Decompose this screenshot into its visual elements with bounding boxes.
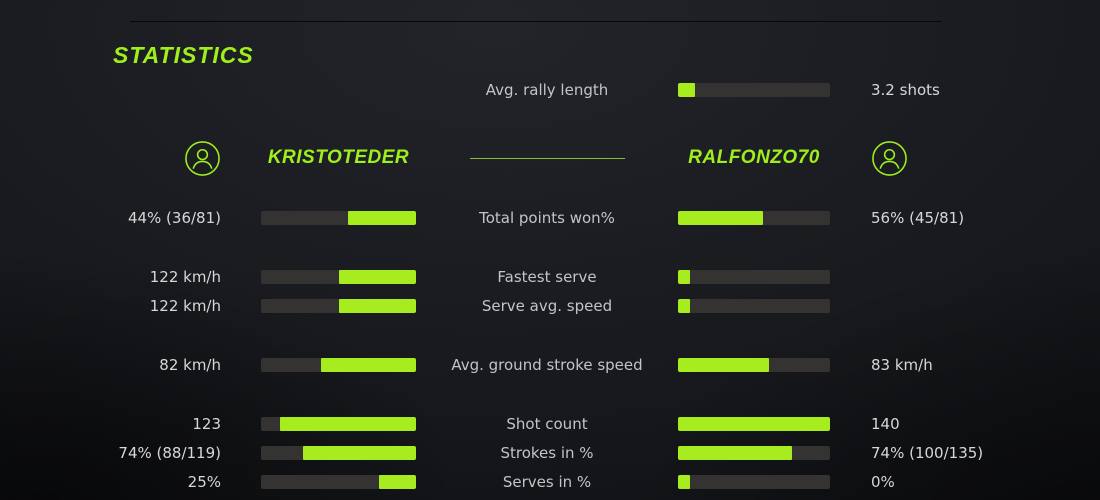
stat-label: Shot count bbox=[506, 414, 588, 433]
rally-length-value: 3.2 shots bbox=[871, 80, 940, 99]
stat-right-bar bbox=[678, 269, 830, 284]
page-title: STATISTICS bbox=[113, 42, 254, 68]
stat-left-value: 122 km/h bbox=[149, 267, 221, 286]
stat-right-value: 0% bbox=[871, 472, 895, 491]
player-left-name: KRISTOTEDER bbox=[267, 147, 410, 168]
stat-label: Strokes in % bbox=[500, 443, 594, 462]
players-divider bbox=[469, 157, 625, 159]
stat-right-value: 56% (45/81) bbox=[871, 208, 965, 227]
rally-length-track bbox=[678, 82, 830, 97]
stat-label: Serve avg. speed bbox=[481, 296, 613, 315]
stat-left-bar bbox=[261, 416, 416, 431]
stat-right-bar bbox=[678, 357, 830, 372]
player-right-name: RALFONZO70 bbox=[688, 147, 820, 168]
stat-left-value: 122 km/h bbox=[149, 296, 221, 315]
stats-list: 44% (36/81) Total points won% 56% (45/81… bbox=[0, 203, 1100, 496]
stat-label: Serves in % bbox=[502, 472, 592, 491]
stat-right-bar bbox=[678, 416, 830, 431]
stat-left-bar bbox=[261, 357, 416, 372]
stat-row-serve-avg-speed: 122 km/h Serve avg. speed bbox=[0, 291, 1100, 320]
player-right-avatar-icon[interactable] bbox=[871, 140, 908, 177]
rally-length-row: Avg. rally length 3.2 shots bbox=[0, 75, 1100, 104]
stat-left-bar bbox=[261, 474, 416, 489]
stat-row-ground-stroke-speed: 82 km/h Avg. ground stroke speed 83 km/h bbox=[0, 350, 1100, 379]
rally-length-fill bbox=[678, 82, 695, 97]
stat-right-bar bbox=[678, 210, 830, 225]
stat-right-bar bbox=[678, 298, 830, 313]
stat-right-bar bbox=[678, 474, 830, 489]
stat-left-bar bbox=[261, 445, 416, 460]
stat-left-bar bbox=[261, 269, 416, 284]
stat-left-value: 25% bbox=[187, 472, 221, 491]
stat-right-value: 83 km/h bbox=[871, 355, 933, 374]
stat-left-value: 123 bbox=[192, 414, 221, 433]
stat-row-shot-count: 123 Shot count 140 bbox=[0, 409, 1100, 438]
player-left-avatar-icon[interactable] bbox=[184, 140, 221, 177]
rally-length-label: Avg. rally length bbox=[485, 80, 609, 99]
stat-left-value: 44% (36/81) bbox=[127, 208, 221, 227]
header-divider bbox=[130, 21, 942, 22]
stat-label: Avg. ground stroke speed bbox=[451, 355, 643, 374]
stat-label: Total points won% bbox=[479, 208, 615, 227]
stat-left-value: 74% (88/119) bbox=[118, 443, 221, 462]
stat-label: Fastest serve bbox=[497, 267, 597, 286]
stat-row-strokes-in: 74% (88/119) Strokes in % 74% (100/135) bbox=[0, 438, 1100, 467]
stat-left-value: 82 km/h bbox=[159, 355, 221, 374]
players-row: KRISTOTEDER RALFONZO70 bbox=[0, 136, 1100, 180]
stat-left-bar bbox=[261, 298, 416, 313]
stat-right-value: 140 bbox=[871, 414, 900, 433]
stat-left-bar bbox=[261, 210, 416, 225]
stat-row-fastest-serve: 122 km/h Fastest serve bbox=[0, 262, 1100, 291]
stat-row-serves-in: 25% Serves in % 0% bbox=[0, 467, 1100, 496]
stat-right-bar bbox=[678, 445, 830, 460]
rally-length-bar bbox=[678, 82, 830, 97]
stat-right-value: 74% (100/135) bbox=[871, 443, 984, 462]
stat-row-total-points: 44% (36/81) Total points won% 56% (45/81… bbox=[0, 203, 1100, 232]
